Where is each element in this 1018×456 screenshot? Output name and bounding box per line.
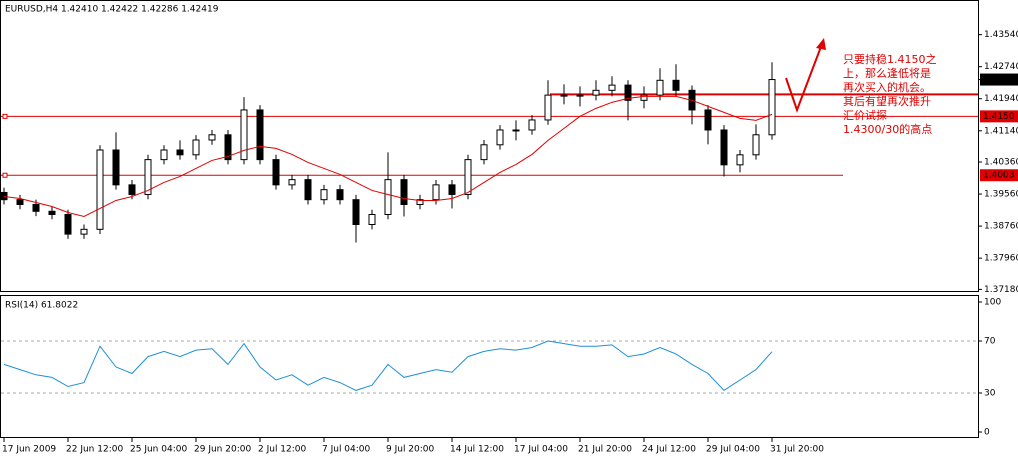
candle-body [192,139,200,156]
current-price-tag [980,73,1018,86]
candle-body [96,149,104,230]
rsi-tick-label: 0 [984,428,990,438]
candle-body [64,213,72,235]
y-tick-label: 1.42740 [984,62,1018,72]
rsi-title: RSI(14) 61.8022 [5,301,78,311]
x-tick-label: 7 Jul 04:00 [322,445,371,455]
y-tick-label: 1.38760 [984,222,1018,232]
moving-average [3,95,773,218]
candle-body [656,79,664,96]
candle-body [448,184,456,195]
candle-body [400,179,408,205]
x-tick-label: 2 Jul 12:00 [258,445,307,455]
candle-body [240,109,248,161]
candle-body [224,134,232,161]
annotation: 再次买入的机会。 [843,80,931,94]
level-tag [980,110,1018,123]
level-label: 1.4150 [983,112,1015,122]
annotation: 只要持稳1.4150之 [843,52,937,66]
candle-body [624,84,632,101]
x-tick-label: 31 Jul 20:00 [770,445,824,455]
candle-body [512,129,520,132]
y-tick-label: 1.39560 [984,190,1018,200]
candle-body [0,191,8,201]
rsi-panel [0,295,979,438]
candle-body [304,179,312,201]
candle-body [752,134,760,156]
candle-body [288,179,296,186]
candle-body [80,228,88,235]
candle-body [496,129,504,146]
x-tick-label: 25 Jun 04:00 [130,445,187,455]
candle-body [720,129,728,166]
candle-body [384,179,392,215]
x-tick-label: 21 Jul 20:00 [578,445,632,455]
candle-body [608,84,616,91]
candle-body [736,154,744,166]
y-tick-label: 1.40360 [984,158,1018,168]
y-tick-label: 1.41140 [984,126,1018,136]
level-tag [980,169,1018,182]
x-tick-label: 22 Jun 12:00 [66,445,123,455]
y-tick-label: 1.37960 [984,254,1018,264]
candle-body [480,144,488,161]
candle-body [544,94,552,121]
candle-body [352,199,360,226]
annotation: 1.4300/30的高点 [843,122,932,136]
x-tick-label: 9 Jul 20:00 [386,445,435,455]
level-handle [2,113,8,119]
y-tick-label: 1.41940 [984,94,1018,104]
x-tick-label: 17 Jun 2009 [2,445,56,455]
candle-body [768,79,776,136]
candle-body [336,189,344,201]
candle-body [32,203,40,212]
annotation: 其后有望再次推升 [843,94,931,108]
x-tick-label: 29 Jun 20:00 [194,445,251,455]
rsi-tick-label: 100 [984,298,1001,308]
candle-body [704,109,712,131]
candle-body [320,189,328,201]
y-tick-label: 1.37180 [984,285,1018,295]
candle-body [144,159,152,195]
x-tick-label: 14 Jul 12:00 [450,445,504,455]
candle-body [48,210,56,215]
price-panel [0,0,979,292]
x-tick-label: 17 Jul 04:00 [514,445,568,455]
rsi-line [3,340,773,392]
candle-body [592,89,600,96]
candle-body [208,134,216,141]
candle-body [16,199,24,205]
candle-body [256,109,264,161]
candle-body [576,94,584,97]
arrow [785,43,823,113]
arrow-head [816,38,826,50]
candle-body [432,184,440,201]
chart-title: EURUSD,H4 1.42410 1.42422 1.42286 1.4241… [5,5,219,15]
x-tick-label: 24 Jul 12:00 [642,445,696,455]
candle-body [640,94,648,101]
level-handle [2,172,8,178]
level-label: 1.4003 [983,171,1015,181]
candle-body [112,149,120,186]
candle-body [672,79,680,91]
rsi-tick-label: 70 [984,337,996,347]
candle-body [416,199,424,205]
candle-body [128,184,136,195]
y-tick-label: 1.43540 [984,30,1018,40]
candle-body [464,159,472,195]
annotation: 上，那么逢低将是 [843,67,931,80]
candle-body [272,159,280,186]
annotation: 汇价试探 [843,109,887,122]
rsi-tick-label: 30 [984,389,996,399]
current-price-label: 1.42419 [983,75,1018,85]
candle-body [160,149,168,161]
candle-body [368,213,376,226]
candle-body [560,94,568,97]
candle-body [528,119,536,131]
x-tick-label: 29 Jul 04:00 [706,445,760,455]
candle-body [176,149,184,156]
